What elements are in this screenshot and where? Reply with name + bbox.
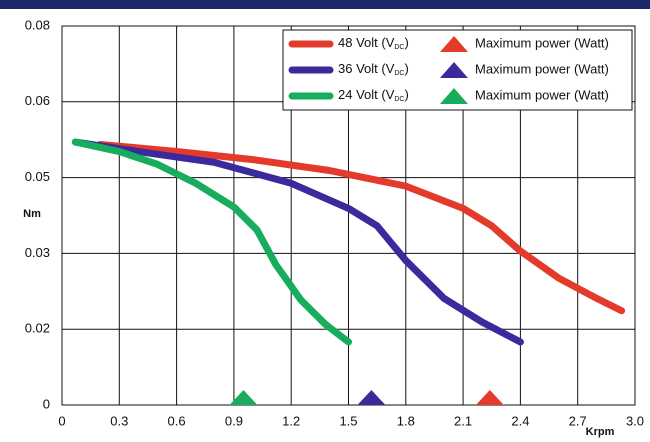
y-tick-label: 0.02: [25, 321, 50, 336]
y-axis-label: Nm: [23, 208, 41, 220]
x-tick-label: 2.1: [454, 413, 472, 428]
x-tick-label: 2.4: [511, 413, 529, 428]
x-tick-label: 1.2: [282, 413, 300, 428]
header-band: [0, 0, 650, 9]
y-tick-label: 0.05: [25, 169, 50, 184]
legend-marker: [440, 62, 468, 78]
legend-label-part: ): [405, 87, 409, 102]
legend-label: 36 Volt (VDC): [338, 61, 409, 76]
x-axis-label: Krpm: [586, 426, 615, 438]
y-tick-label: 0.06: [25, 93, 50, 108]
x-tick-label: 2.7: [569, 413, 587, 428]
max-power-marker: [475, 390, 504, 405]
y-tick-label: 0.08: [25, 17, 50, 32]
legend-label: Maximum power (Watt): [475, 87, 609, 102]
legend-label: 48 Volt (VDC): [338, 35, 409, 50]
x-tick-label: 0.3: [110, 413, 128, 428]
x-tick-label: 0.9: [225, 413, 243, 428]
max-power-marker: [357, 390, 386, 405]
legend-label-part: ): [405, 61, 409, 76]
legend-marker: [440, 88, 468, 104]
legend-label: Maximum power (Watt): [475, 35, 609, 50]
legend-label: 24 Volt (VDC): [338, 87, 409, 102]
series-line: [71, 138, 524, 346]
legend-label-sub: DC: [394, 70, 404, 77]
y-tick-label: 0: [43, 396, 50, 411]
legend-label-part: 48 Volt (V: [338, 35, 395, 50]
legend-label: Maximum power (Watt): [475, 61, 609, 76]
x-tick-label: 3.0: [626, 413, 644, 428]
legend-label-part: 36 Volt (V: [338, 61, 395, 76]
legend-label-sub: DC: [394, 44, 404, 51]
series-line: [96, 140, 626, 315]
x-tick-label: 0: [58, 413, 65, 428]
y-tick-label: 0.03: [25, 245, 50, 260]
legend-marker: [440, 36, 468, 52]
legend-label-sub: DC: [394, 96, 404, 103]
legend-label-part: ): [405, 35, 409, 50]
max-power-marker: [229, 390, 258, 405]
x-tick-label: 1.5: [339, 413, 357, 428]
x-tick-label: 1.8: [397, 413, 415, 428]
x-tick-label: 0.6: [168, 413, 186, 428]
legend-label-part: 24 Volt (V: [338, 87, 395, 102]
series-line: [71, 138, 352, 346]
